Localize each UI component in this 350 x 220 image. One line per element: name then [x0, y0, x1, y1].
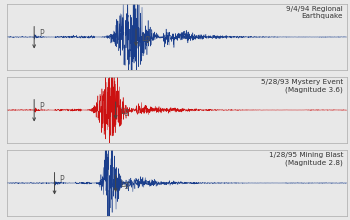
Text: Lg: Lg [121, 107, 130, 116]
Text: P: P [39, 29, 44, 38]
Text: Lg: Lg [141, 34, 150, 43]
Text: P: P [60, 175, 64, 184]
Text: 1/28/95 Mining Blast
(Magnitude 2.8): 1/28/95 Mining Blast (Magnitude 2.8) [268, 152, 343, 166]
Text: Lg: Lg [121, 180, 130, 189]
Text: 5/28/93 Mystery Event
(Magnitude 3.6): 5/28/93 Mystery Event (Magnitude 3.6) [261, 79, 343, 93]
Text: P: P [39, 102, 44, 111]
Text: 9/4/94 Regional
Earthquake: 9/4/94 Regional Earthquake [286, 6, 343, 19]
